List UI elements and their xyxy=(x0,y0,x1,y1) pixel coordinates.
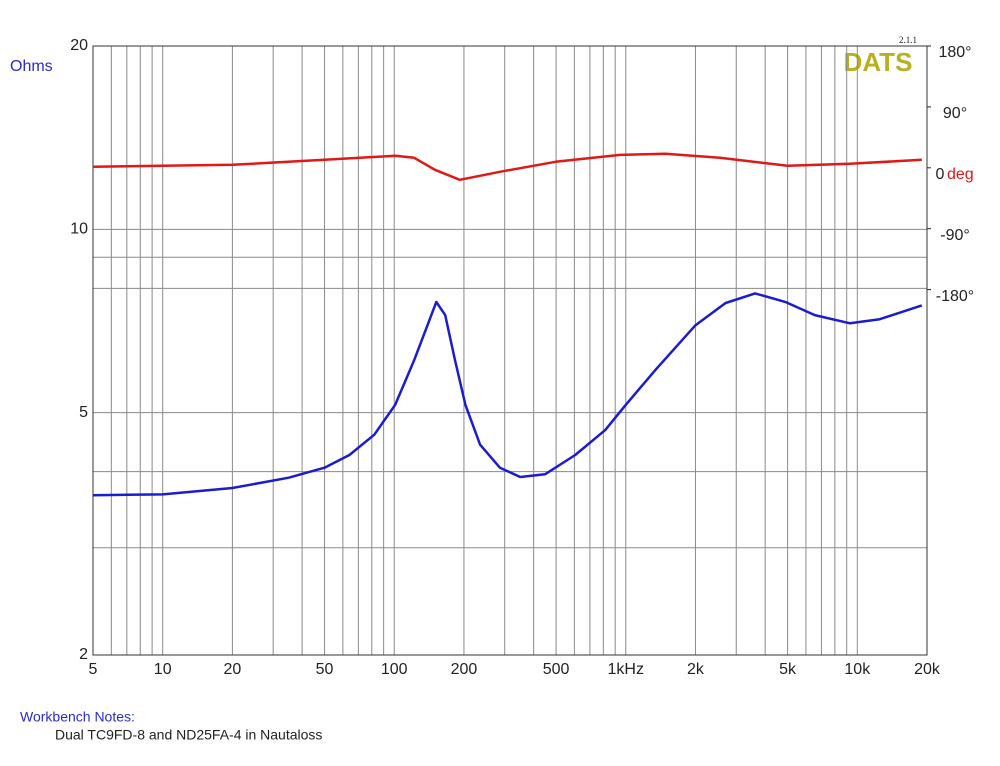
series-line xyxy=(92,152,922,182)
version: 2.1.1 xyxy=(899,35,917,45)
x-tick-label: 20 xyxy=(223,661,241,678)
y-tick-label: 20 xyxy=(70,37,88,54)
y2-axis-label: deg xyxy=(947,166,974,183)
notes-text: Dual TC9FD-8 and ND25FA-4 in Nautaloss xyxy=(55,727,322,743)
x-tick-label: 100 xyxy=(381,661,408,678)
x-tick-label: 200 xyxy=(451,661,478,678)
y2-tick-label: -180° xyxy=(936,288,974,305)
x-tick-label: 10k xyxy=(844,661,871,678)
logo: DATS xyxy=(844,47,913,77)
x-tick-label: 10 xyxy=(154,661,172,678)
x-tick-label: 20k xyxy=(914,661,941,678)
x-tick-label: 5k xyxy=(779,661,797,678)
y2-tick-label: 0 xyxy=(936,166,945,183)
y-tick-label: 2 xyxy=(79,646,88,663)
y2-tick-label: -90° xyxy=(940,227,970,244)
series-line xyxy=(92,292,923,497)
y-axis-label: Ohms xyxy=(10,58,53,75)
notes-heading: Workbench Notes: xyxy=(20,709,135,725)
x-tick-label: 2k xyxy=(687,661,705,678)
plot-frame xyxy=(92,45,928,656)
y2-tick-label: 180° xyxy=(938,44,971,61)
x-tick-label: 500 xyxy=(543,661,570,678)
y-tick-label: 10 xyxy=(70,221,88,238)
y2-tick-label: 90° xyxy=(943,105,967,122)
x-tick-label: 50 xyxy=(316,661,334,678)
x-tick-label: 5 xyxy=(89,661,98,678)
x-tick-label: 1kHz xyxy=(608,661,644,678)
y-tick-label: 5 xyxy=(79,404,88,421)
